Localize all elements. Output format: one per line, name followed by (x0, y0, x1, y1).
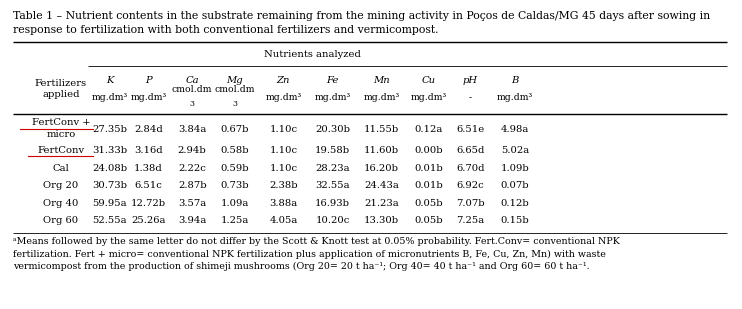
Text: 1.10c: 1.10c (269, 146, 298, 155)
Text: 0.59b: 0.59b (220, 163, 249, 173)
Text: 6.51c: 6.51c (134, 181, 162, 190)
Text: 3.57a: 3.57a (178, 199, 206, 208)
Text: 0.05b: 0.05b (415, 216, 443, 226)
Text: Zn: Zn (277, 76, 290, 85)
Text: 6.70d: 6.70d (456, 163, 485, 173)
Text: Ca: Ca (186, 76, 199, 85)
Text: 1.09b: 1.09b (501, 163, 529, 173)
Text: -: - (469, 93, 472, 102)
Text: 30.73b: 30.73b (92, 181, 128, 190)
Text: fertilization. Fert + micro= conventional NPK fertilization plus application of : fertilization. Fert + micro= conventiona… (13, 250, 606, 259)
Text: mg.dm³: mg.dm³ (92, 93, 128, 102)
Text: mg.dm³: mg.dm³ (131, 93, 166, 102)
Text: FertConv +: FertConv + (32, 117, 90, 127)
Text: 0.12a: 0.12a (415, 125, 443, 134)
Text: 1.10c: 1.10c (269, 163, 298, 173)
Text: 3.16d: 3.16d (134, 146, 162, 155)
Text: 0.12b: 0.12b (501, 199, 529, 208)
Text: 11.60b: 11.60b (364, 146, 399, 155)
Text: 2.87b: 2.87b (178, 181, 206, 190)
Text: FertConv: FertConv (37, 146, 85, 155)
Text: vermicompost from the production of shimeji mushrooms (Org 20= 20 t ha⁻¹; Org 40: vermicompost from the production of shim… (13, 262, 590, 271)
Text: 5.02a: 5.02a (501, 146, 529, 155)
Text: 2.84d: 2.84d (134, 125, 162, 134)
Text: 2.22c: 2.22c (178, 163, 206, 173)
Text: 20.30b: 20.30b (315, 125, 350, 134)
Text: 1.10c: 1.10c (269, 125, 298, 134)
Text: 6.65d: 6.65d (456, 146, 485, 155)
Text: 0.15b: 0.15b (501, 216, 529, 226)
Text: 0.00b: 0.00b (415, 146, 443, 155)
Text: P: P (145, 76, 152, 85)
Text: B: B (511, 76, 519, 85)
Text: 3.94a: 3.94a (178, 216, 206, 226)
Text: Table 1 – Nutrient contents in the substrate remaining from the mining activity : Table 1 – Nutrient contents in the subst… (13, 11, 711, 21)
Text: 25.26a: 25.26a (131, 216, 165, 226)
Text: 0.01b: 0.01b (415, 181, 443, 190)
Text: 0.73b: 0.73b (220, 181, 249, 190)
Text: 12.72b: 12.72b (131, 199, 166, 208)
Text: 0.01b: 0.01b (415, 163, 443, 173)
Text: 16.20b: 16.20b (364, 163, 399, 173)
Text: cmol.dm: cmol.dm (214, 85, 255, 94)
Text: 1.25a: 1.25a (220, 216, 249, 226)
Text: response to fertilization with both conventional fertilizers and vermicompost.: response to fertilization with both conv… (13, 25, 439, 35)
Text: mg.dm³: mg.dm³ (411, 93, 447, 102)
Text: 3: 3 (190, 100, 194, 108)
Text: ᵃMeans followed by the same letter do not differ by the Scott & Knott test at 0.: ᵃMeans followed by the same letter do no… (13, 237, 620, 246)
Text: mg.dm³: mg.dm³ (315, 93, 350, 102)
Text: 0.67b: 0.67b (220, 125, 249, 134)
Text: Nutrients analyzed: Nutrients analyzed (264, 49, 361, 59)
Text: 24.08b: 24.08b (92, 163, 128, 173)
Text: 10.20c: 10.20c (315, 216, 349, 226)
Text: 4.05a: 4.05a (269, 216, 298, 226)
Text: Mn: Mn (373, 76, 390, 85)
Text: 19.58b: 19.58b (315, 146, 350, 155)
Text: 6.51e: 6.51e (456, 125, 485, 134)
Text: pH: pH (463, 76, 478, 85)
Text: cmol.dm: cmol.dm (172, 85, 212, 94)
Text: Org 20: Org 20 (43, 181, 79, 190)
Text: 0.07b: 0.07b (501, 181, 529, 190)
Text: 7.07b: 7.07b (456, 199, 485, 208)
Text: 1.09a: 1.09a (220, 199, 249, 208)
Text: 2.94b: 2.94b (178, 146, 206, 155)
Text: Cu: Cu (421, 76, 436, 85)
Text: 28.23a: 28.23a (315, 163, 349, 173)
Text: 0.05b: 0.05b (415, 199, 443, 208)
Text: 6.92c: 6.92c (456, 181, 485, 190)
Text: mg.dm³: mg.dm³ (266, 93, 301, 102)
Text: 2.38b: 2.38b (269, 181, 298, 190)
Text: 4.98a: 4.98a (501, 125, 529, 134)
Text: K: K (106, 76, 114, 85)
Text: 59.95a: 59.95a (93, 199, 127, 208)
Text: Org 40: Org 40 (43, 199, 79, 208)
Text: 52.55a: 52.55a (93, 216, 127, 226)
Text: 31.33b: 31.33b (92, 146, 128, 155)
Text: 3.88a: 3.88a (269, 199, 298, 208)
Text: mg.dm³: mg.dm³ (497, 93, 533, 102)
Text: 32.55a: 32.55a (315, 181, 349, 190)
Text: 7.25a: 7.25a (456, 216, 485, 226)
Text: 21.23a: 21.23a (364, 199, 398, 208)
Text: 3: 3 (232, 100, 237, 108)
Text: 11.55b: 11.55b (364, 125, 399, 134)
Text: micro: micro (46, 130, 76, 139)
Text: 24.43a: 24.43a (364, 181, 399, 190)
Text: 16.93b: 16.93b (315, 199, 350, 208)
Text: 13.30b: 13.30b (364, 216, 399, 226)
Text: 27.35b: 27.35b (92, 125, 128, 134)
Text: mg.dm³: mg.dm³ (364, 93, 399, 102)
Text: 1.38d: 1.38d (134, 163, 162, 173)
Text: Fertilizers
applied: Fertilizers applied (35, 79, 87, 99)
Text: 3.84a: 3.84a (178, 125, 206, 134)
Text: Mg: Mg (226, 76, 243, 85)
Text: 0.58b: 0.58b (220, 146, 249, 155)
Text: Org 60: Org 60 (43, 216, 79, 226)
Text: Cal: Cal (53, 163, 69, 173)
Text: Fe: Fe (326, 76, 338, 85)
